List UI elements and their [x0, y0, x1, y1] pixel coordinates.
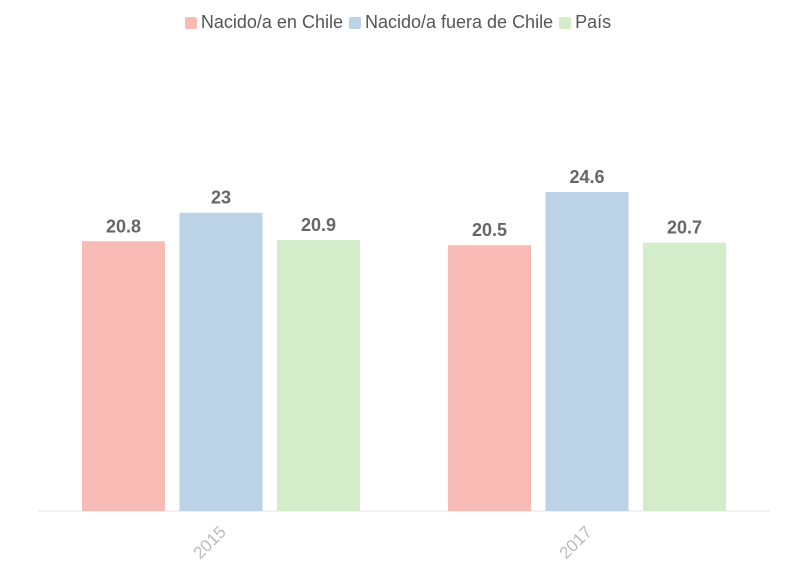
bar-2015-nacido-a-en-chile[interactable]	[82, 241, 165, 511]
value-labels-group: 20.8 23 20.9 20.5 24.6 20.7	[106, 167, 702, 240]
x-tick-label-2017: 2017	[556, 522, 596, 562]
legend-label-pais: País	[575, 12, 612, 32]
value-label-2015-nacido-a-en-chile: 20.8	[106, 216, 141, 236]
bar-2017-nacido-a-fuera-de-chile[interactable]	[545, 192, 629, 511]
value-label-2017-nacido-a-en-chile: 20.5	[472, 220, 507, 240]
x-tick-labels-group: 2015 2017	[190, 522, 596, 562]
value-label-2017-pais: 20.7	[667, 218, 702, 238]
bars-group	[82, 192, 726, 511]
legend-swatch-pais	[559, 16, 572, 29]
chart-legend: Nacido/a en Chile Nacido/a fuera de Chil…	[0, 12, 796, 33]
legend-swatch-nacido-en-chile	[184, 16, 197, 29]
x-tick-label-2015: 2015	[190, 522, 230, 562]
legend-swatch-nacido-fuera-de-chile	[348, 16, 361, 29]
legend-item-nacido-en-chile[interactable]: Nacido/a en Chile	[184, 12, 343, 33]
bar-2015-nacido-a-fuera-de-chile[interactable]	[179, 212, 263, 511]
bar-2015-pais[interactable]	[277, 239, 360, 511]
legend-item-pais[interactable]: País	[559, 12, 611, 33]
bar-2017-pais[interactable]	[643, 242, 726, 511]
legend-label-nacido-en-chile: Nacido/a en Chile	[200, 12, 343, 32]
legend-item-nacido-fuera-de-chile[interactable]: Nacido/a fuera de Chile	[348, 12, 554, 33]
value-label-2017-nacido-a-fuera-de-chile: 24.6	[569, 167, 604, 187]
bar-2017-nacido-a-en-chile[interactable]	[448, 245, 531, 511]
value-label-2015-pais: 20.9	[301, 215, 336, 235]
value-label-2015-nacido-a-fuera-de-chile: 23	[211, 188, 231, 208]
legend-label-nacido-fuera-de-chile: Nacido/a fuera de Chile	[364, 12, 554, 32]
